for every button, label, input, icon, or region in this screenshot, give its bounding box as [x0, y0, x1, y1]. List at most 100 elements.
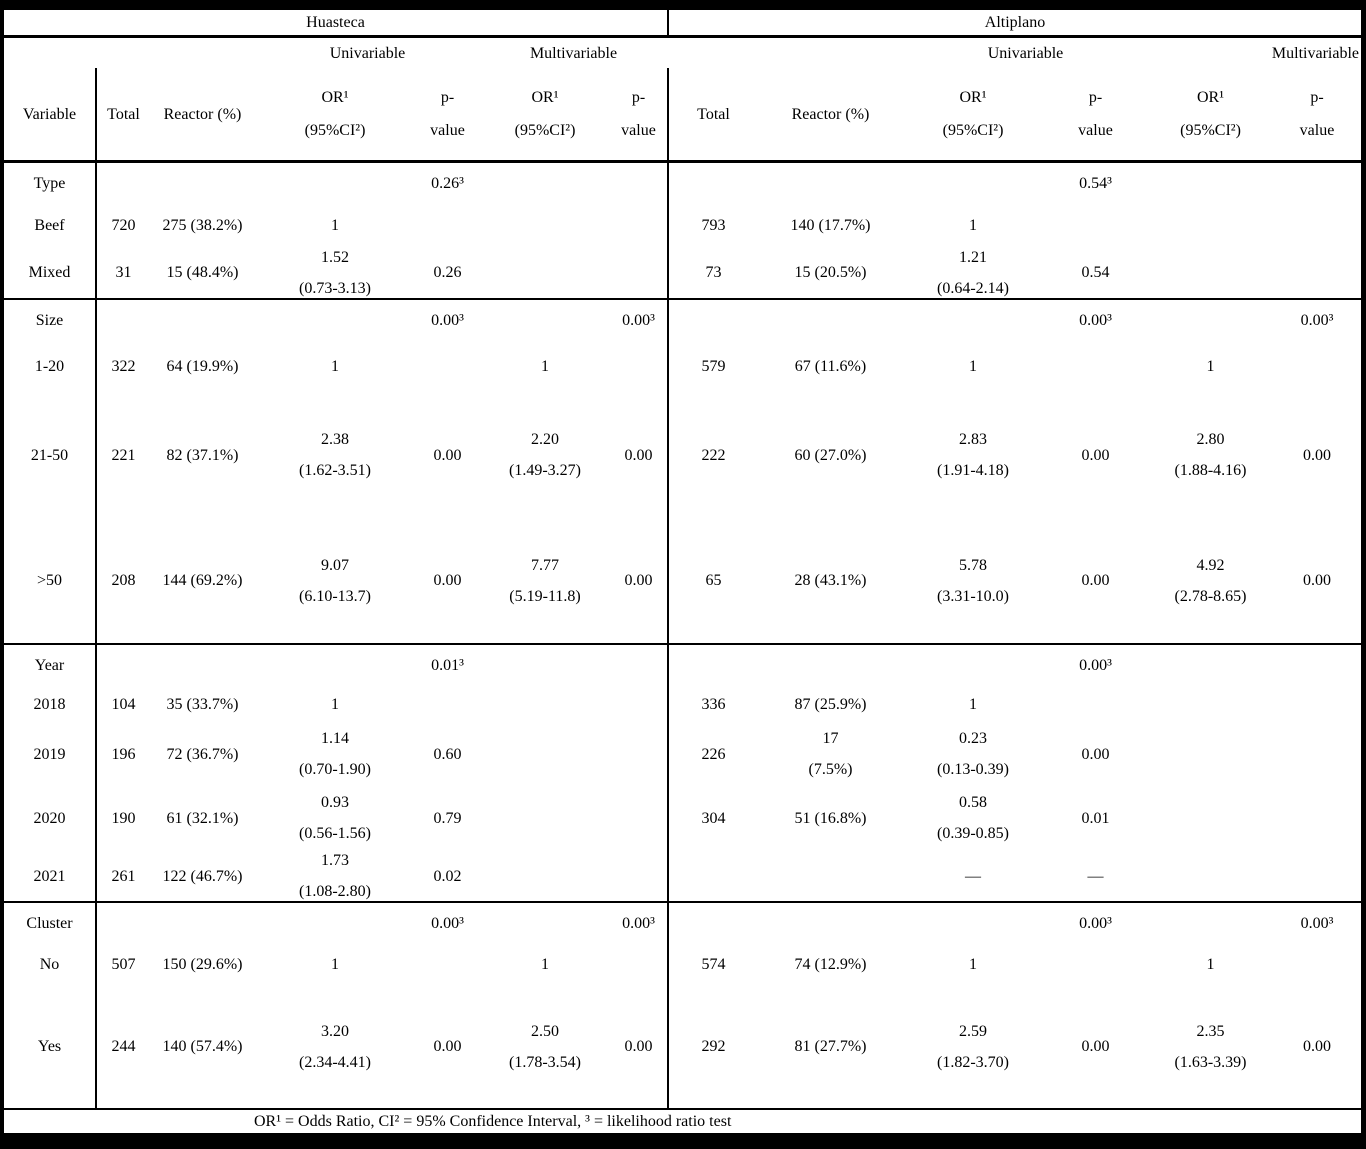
spacer [4, 38, 255, 68]
cell: 0.00 [433, 1038, 462, 1055]
column-header-pvalue-multivariable: p- value [621, 89, 656, 139]
cell: 0.02 [433, 867, 462, 885]
cell [758, 851, 903, 901]
cell: 1.21 (0.64-2.14) [937, 248, 1009, 297]
row-label: Year [34, 656, 65, 674]
cell [1273, 645, 1361, 685]
cell: 1 [969, 357, 977, 375]
row-label: 2019 [33, 745, 66, 763]
cell [667, 163, 758, 203]
column-header-or-univariable: OR¹ (95%CI²) [942, 89, 1004, 139]
cell [415, 203, 480, 247]
cell: 0.01 [1081, 809, 1110, 827]
cell [150, 903, 255, 943]
row-label: 21-50 [30, 446, 69, 464]
cell [1148, 645, 1273, 685]
cell [95, 903, 150, 943]
cell: 0.00 [1303, 572, 1331, 589]
row-label: Yes [37, 1038, 62, 1055]
cell [1043, 203, 1148, 247]
cell: 2.80 (1.88-4.16) [1174, 431, 1247, 479]
cell [1273, 685, 1361, 723]
section-year: Year 0.01³ 0.00³ 2018 104 35 (33.7%) 1 336 87 (2… [4, 645, 1361, 903]
cell: 0.26 [433, 264, 462, 281]
footnote-text: OR¹ = Odds Ratio, CI² = 95% Confidence I… [254, 1113, 732, 1130]
cell: 67 (11.6%) [794, 357, 867, 375]
cell [1148, 300, 1273, 340]
cell: 1 [331, 695, 339, 713]
cell: 1 [331, 216, 339, 234]
cell: 1 [969, 695, 977, 713]
cell [480, 785, 610, 851]
table-row: Mixed 31 15 (48.4%) 1.52 (0.73-3.13) 0.26 73 1… [4, 247, 1361, 298]
cell [610, 685, 667, 723]
cell: 7.77 (5.19-11.8) [509, 556, 581, 605]
cell [480, 300, 610, 340]
row-label: 2020 [33, 809, 66, 827]
cell: 150 (29.6%) [162, 955, 243, 973]
cell: 72 (36.7%) [166, 745, 239, 763]
cell: 0.54 [1081, 264, 1110, 281]
column-header-pvalue-multivariable: p- value [1299, 89, 1335, 139]
cell: 35 (33.7%) [166, 695, 239, 713]
cell: 3.20 (2.34-4.41) [299, 1022, 371, 1071]
row-label: >50 [36, 572, 63, 589]
cell: 0.00 [433, 446, 462, 464]
row-label: 2021 [33, 867, 66, 885]
cell [1273, 247, 1361, 298]
cell: 15 (20.5%) [794, 264, 867, 281]
cell [667, 645, 758, 685]
cell: 140 (57.4%) [162, 1038, 243, 1055]
cell: 1 [541, 357, 549, 375]
cell [480, 851, 610, 901]
cell: 0.60 [433, 745, 462, 763]
row-label: Size [35, 311, 64, 329]
cell: 1.73 (1.08-2.80) [299, 852, 371, 900]
cell [903, 163, 1043, 203]
table-row: 2021 261 122 (46.7%) 1.73 (1.08-2.80) 0.02 — — [4, 851, 1361, 901]
cell: 2.35 (1.63-3.39) [1174, 1022, 1247, 1071]
cell: 4.92 (2.78-8.65) [1174, 556, 1247, 605]
spacer [667, 38, 903, 68]
cell [667, 851, 758, 901]
cell [480, 163, 610, 203]
cell [610, 943, 667, 985]
cell [255, 903, 415, 943]
cell: 31 [95, 247, 150, 298]
cell [1273, 851, 1361, 901]
column-header-reactor: Reactor (%) [791, 105, 870, 123]
huasteca-univariable-header: Univariable [329, 44, 406, 62]
cell: 0.54³ [1079, 174, 1112, 192]
footnote-row: OR¹ = Odds Ratio, CI² = 95% Confidence I… [4, 1110, 1361, 1133]
table-row: 2020 190 61 (32.1%) 0.93 (0.56-1.56) 0.79 304… [4, 785, 1361, 851]
table-row: 1-20 322 64 (19.9%) 1 1 579 67 (11.6%) 1 1 [4, 340, 1361, 392]
cell [1148, 785, 1273, 851]
cell [1043, 685, 1148, 723]
cell [95, 163, 150, 203]
cell [480, 247, 610, 298]
cell: 1 [331, 357, 339, 375]
cell: 208 [95, 518, 150, 643]
cell: 0.00 [1303, 446, 1331, 464]
cell [610, 851, 667, 901]
cell [415, 943, 480, 985]
cell: 0.00 [1081, 446, 1110, 464]
row-label: Type [33, 174, 66, 192]
cell: 336 [667, 685, 758, 723]
cell: — [965, 867, 981, 885]
row-label: 1-20 [34, 357, 65, 375]
cell: 0.23 (0.13-0.39) [937, 730, 1009, 778]
cell [255, 645, 415, 685]
cell [758, 645, 903, 685]
cell: 2.20 (1.49-3.27) [509, 431, 581, 479]
cell: 15 (48.4%) [166, 264, 239, 281]
cell: 720 [95, 203, 150, 247]
cell [1273, 163, 1361, 203]
cell: 0.00 [624, 446, 653, 464]
cell: 1 [1206, 955, 1215, 973]
cell: 0.00 [624, 1038, 653, 1055]
cell: 51 (16.8%) [794, 809, 867, 827]
cell [758, 300, 903, 340]
cell: 0.01³ [431, 656, 464, 674]
